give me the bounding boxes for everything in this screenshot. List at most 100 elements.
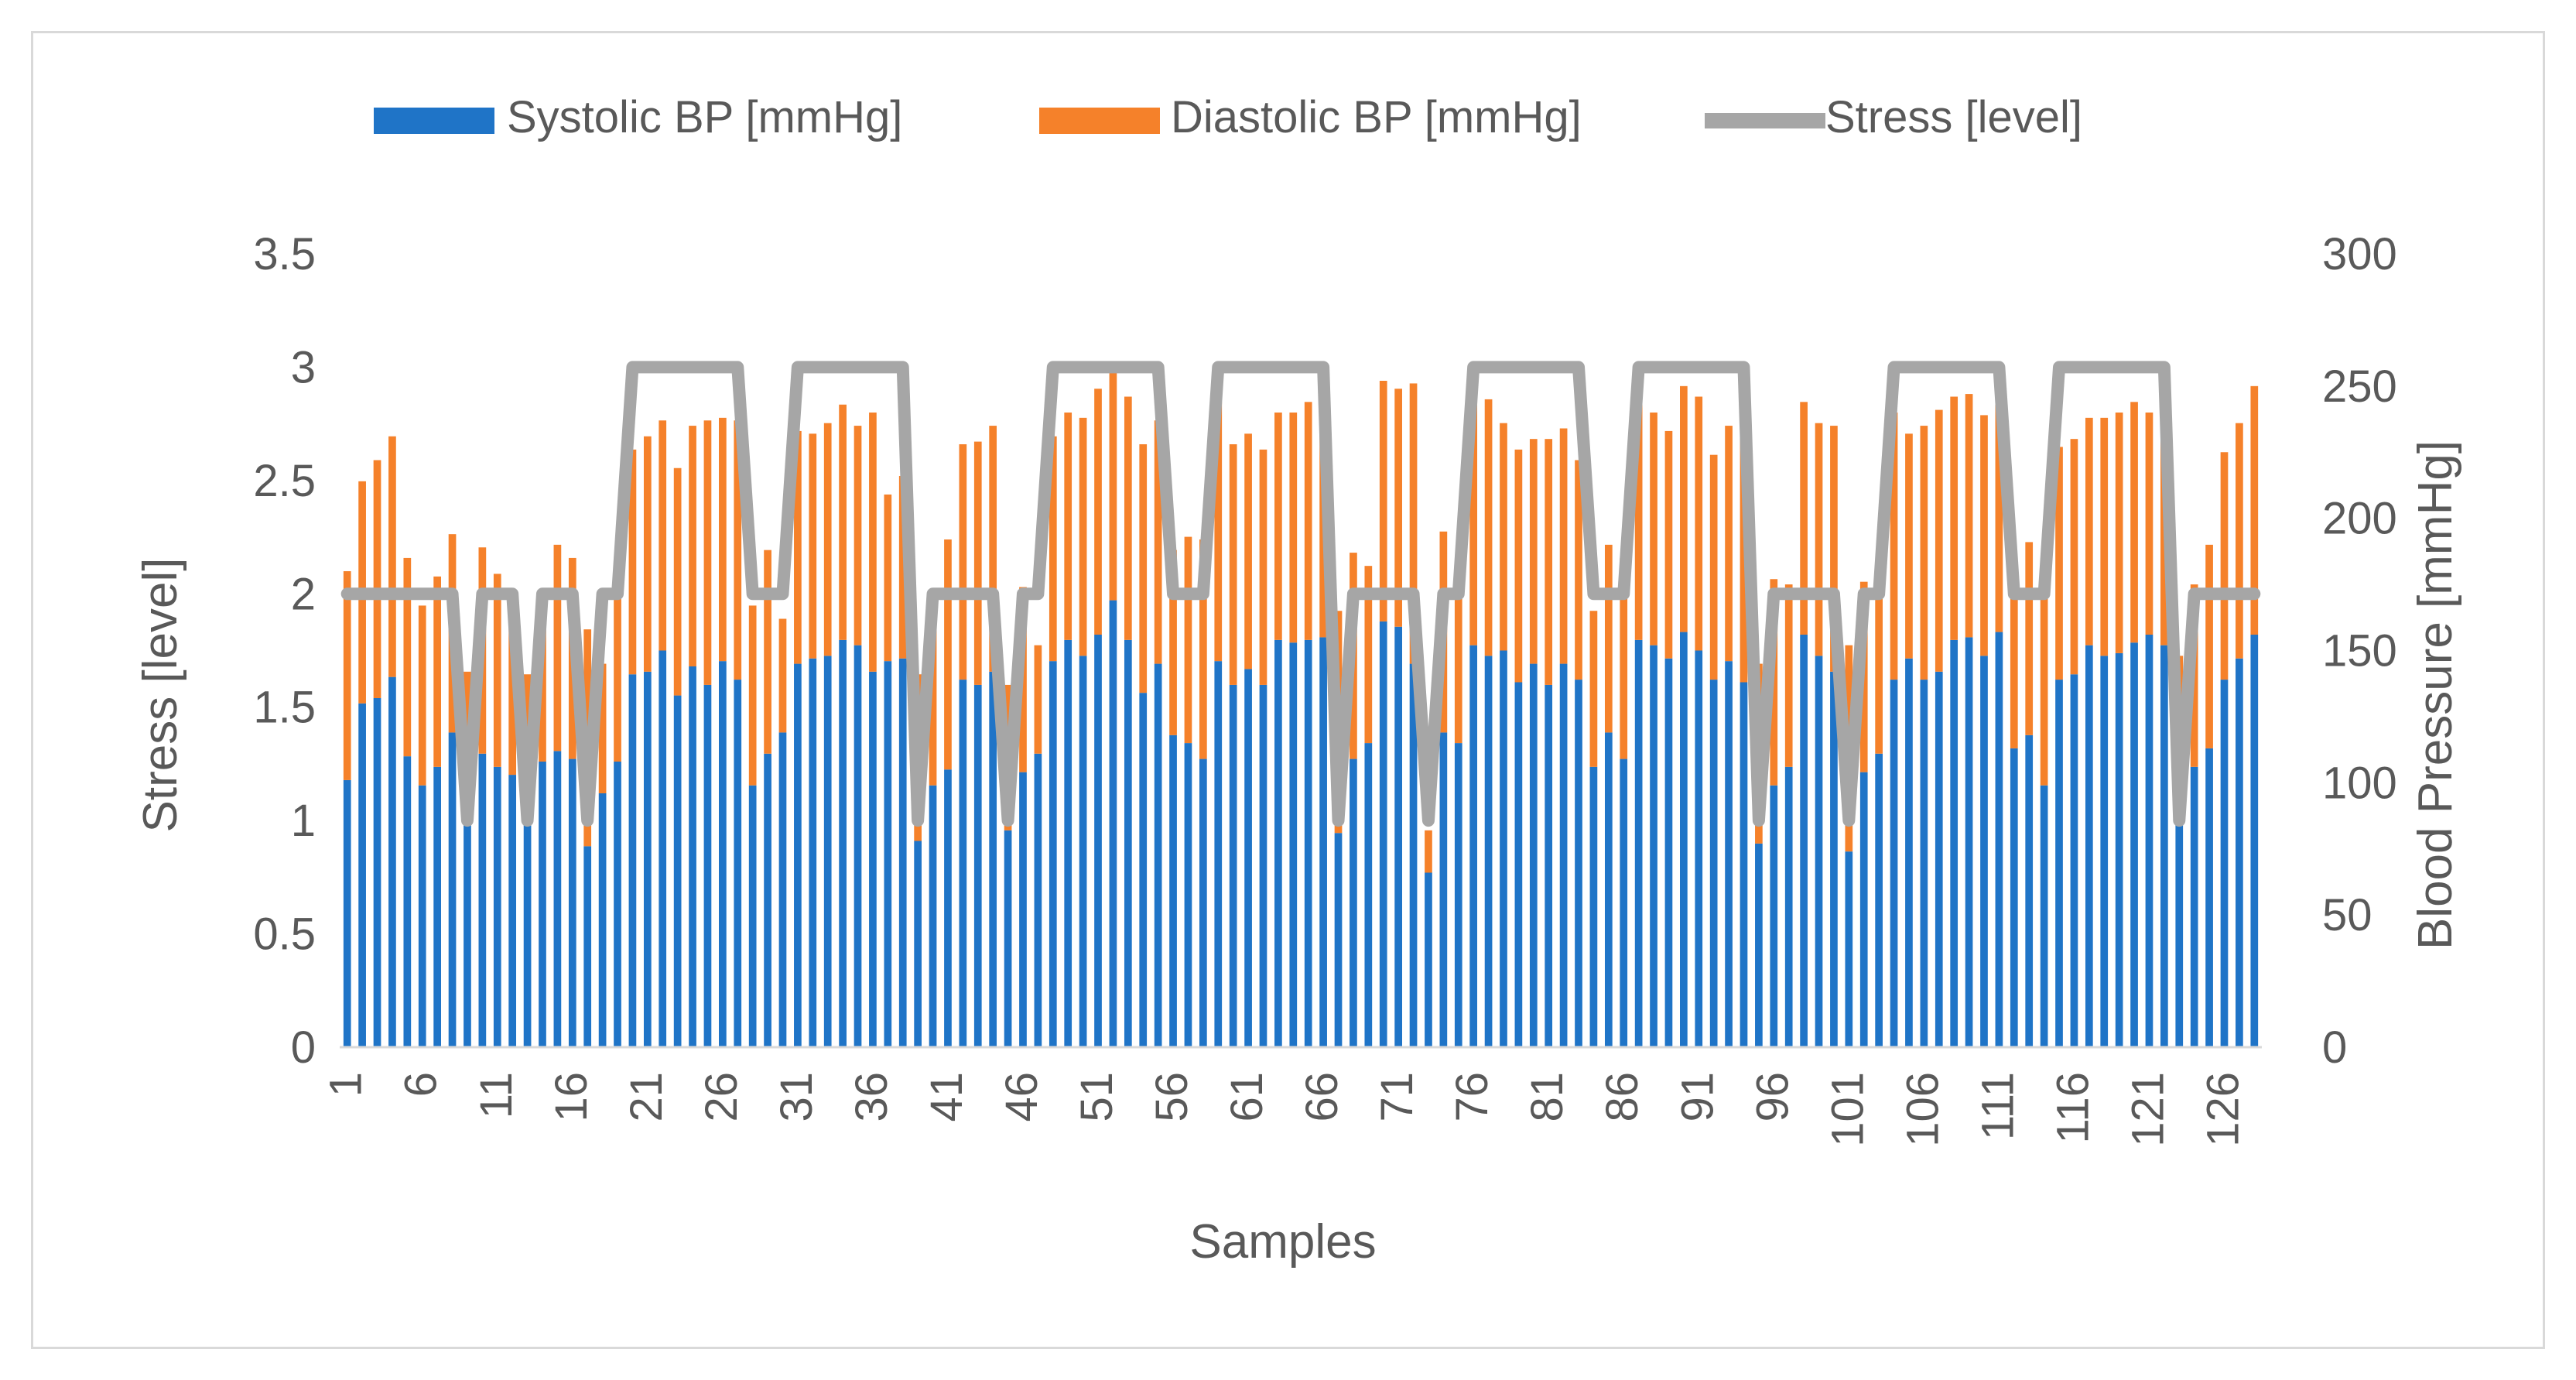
bar-diastolic (1830, 426, 1838, 672)
bar-diastolic (839, 404, 847, 640)
bar-diastolic (1784, 584, 1793, 767)
bar-systolic (568, 758, 576, 1047)
bar-systolic (2250, 635, 2259, 1047)
bar-diastolic (2220, 452, 2229, 680)
bar-systolic (1439, 732, 1448, 1047)
bar-diastolic (929, 624, 937, 786)
bar-diastolic (1154, 420, 1162, 664)
x-tick-label: 111 (1972, 1072, 2023, 1140)
bar-systolic (794, 663, 802, 1047)
y-left-tick-label: 0.5 (253, 909, 316, 960)
bar-systolic (914, 841, 922, 1047)
bar-systolic (2055, 680, 2063, 1047)
bar-systolic (1845, 851, 1853, 1047)
bar-systolic (508, 775, 517, 1047)
legend-label-stress: Stress [level] (1825, 92, 2082, 142)
bar-diastolic (823, 423, 832, 656)
bar-systolic (598, 793, 607, 1047)
bar-systolic (689, 666, 696, 1047)
bar-systolic (1259, 684, 1267, 1047)
bar-diastolic (869, 413, 877, 672)
bar-diastolic (1304, 402, 1312, 640)
bar-systolic (2160, 645, 2168, 1047)
bar-diastolic (433, 576, 441, 767)
y-right-tick-label: 100 (2322, 758, 2397, 808)
bar-systolic (839, 639, 847, 1047)
bar-diastolic (884, 494, 892, 662)
bar-systolic (433, 766, 441, 1047)
bar-diastolic (719, 417, 727, 662)
bar-systolic (2040, 785, 2048, 1047)
x-tick-label: 76 (1447, 1072, 1497, 1122)
bar-diastolic (734, 420, 742, 680)
bar-diastolic (1364, 566, 1373, 744)
bar-diastolic (418, 605, 426, 786)
bar-diastolic (1905, 433, 1913, 659)
stress-line-layer (340, 361, 2261, 827)
bar-diastolic (1995, 404, 2003, 632)
bar-diastolic (1500, 423, 1507, 651)
bar-systolic (523, 822, 532, 1047)
bar-systolic (1634, 639, 1643, 1047)
bar-systolic (358, 703, 366, 1047)
bar-diastolic (2115, 413, 2123, 653)
bar-systolic (1484, 656, 1493, 1047)
bar-diastolic (343, 571, 351, 780)
bar-systolic (1169, 735, 1177, 1047)
bar-systolic (553, 751, 562, 1047)
bar-systolic (1454, 743, 1462, 1047)
bar-systolic (823, 656, 832, 1047)
bar-systolic (764, 753, 771, 1047)
bar-diastolic (1950, 396, 1959, 640)
bar-systolic (973, 684, 982, 1047)
bar-systolic (388, 676, 396, 1047)
y-right-tick-label: 200 (2322, 494, 2397, 544)
bar-systolic (403, 756, 412, 1047)
bar-systolic (1875, 753, 1883, 1047)
bar-systolic (1800, 635, 1808, 1047)
bar-diastolic (493, 574, 501, 767)
bar-systolic (1650, 645, 1657, 1047)
bar-diastolic (1394, 389, 1402, 627)
bar-diastolic (1094, 389, 1102, 635)
bar-systolic (2130, 642, 2138, 1047)
bar-diastolic (1664, 430, 1673, 659)
bar-systolic (1304, 639, 1312, 1047)
bar-diastolic (959, 444, 967, 680)
bar-diastolic (403, 557, 412, 757)
y-left-tick-label: 1.5 (253, 683, 316, 733)
bar-diastolic (898, 476, 907, 659)
bar-diastolic (2040, 568, 2048, 786)
bar-systolic (1334, 833, 1343, 1047)
bar-systolic (2025, 735, 2034, 1047)
bar-systolic (703, 684, 712, 1047)
bar-diastolic (1169, 550, 1177, 735)
x-tick-label: 121 (2123, 1072, 2173, 1147)
bar-systolic (1244, 669, 1252, 1047)
x-tick-label: 1 (321, 1072, 371, 1097)
x-axis-label: Samples (1189, 1215, 1376, 1269)
legend: Systolic BP [mmHg] Diastolic BP [mmHg] S… (374, 92, 2082, 142)
bar-diastolic (1709, 454, 1718, 680)
bar-diastolic (388, 436, 396, 677)
y-right-tick-label: 50 (2322, 890, 2372, 940)
bar-layer (343, 372, 2259, 1047)
bar-diastolic (2205, 544, 2213, 748)
x-tick-label: 86 (1597, 1072, 1647, 1122)
bar-diastolic (2100, 417, 2109, 656)
bar-systolic (1274, 639, 1282, 1047)
bar-diastolic (1875, 594, 1883, 754)
bar-systolic (1905, 658, 1913, 1047)
chart-canvas: Systolic BP [mmHg] Diastolic BP [mmHg] S… (134, 92, 2462, 1269)
bar-diastolic (973, 441, 982, 685)
bar-diastolic (1274, 413, 1282, 640)
bar-systolic (2205, 748, 2213, 1047)
y-right-tick-label: 300 (2322, 229, 2397, 279)
bar-systolic (2190, 766, 2198, 1047)
bar-systolic (539, 762, 546, 1047)
bar-systolic (1545, 684, 1553, 1047)
x-tick-label: 16 (546, 1072, 597, 1122)
bar-diastolic (764, 550, 771, 754)
bar-diastolic (2250, 385, 2259, 635)
